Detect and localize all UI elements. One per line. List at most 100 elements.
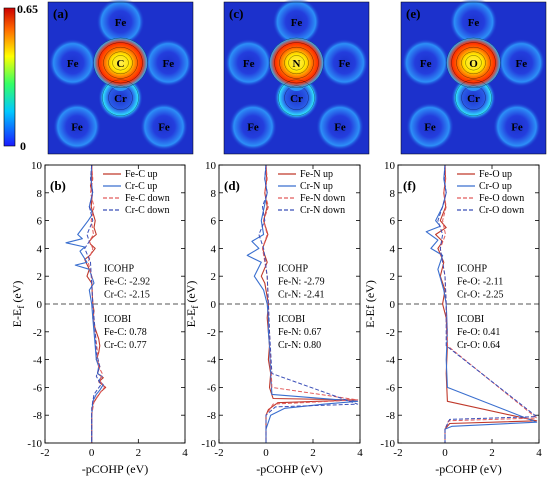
contour-ring (461, 85, 486, 110)
contour-ring (103, 46, 138, 79)
icobi-title: ICOBI (278, 314, 305, 325)
icobi-value: Fe-O: 0.41 (457, 327, 500, 338)
plot-area (398, 165, 539, 443)
atom-label-fe: Fe (158, 122, 170, 134)
contour-ring (269, 37, 324, 88)
contour-ring (108, 51, 133, 75)
y-tick-label: -8 (386, 410, 396, 422)
cr-halo (274, 75, 319, 120)
center-hotspot (93, 37, 148, 88)
x-tick-label: 2 (136, 447, 142, 459)
atom-label-fe: Fe (115, 17, 127, 29)
x-tick-label: 2 (489, 447, 495, 459)
legend-label: Fe-N up (300, 169, 333, 180)
fe-halo (140, 102, 188, 151)
legend-label: Fe-C down (125, 193, 170, 204)
legend-label: Fe-O down (479, 193, 524, 204)
y-axis-label: E-Ef (eV) (184, 281, 200, 328)
cr-halo (451, 75, 496, 120)
x-tick-label: -2 (40, 447, 49, 459)
icobi-title: ICOBI (457, 314, 484, 325)
x-tick-label: 0 (89, 447, 95, 459)
map-border (47, 1, 194, 155)
contour-ring (93, 37, 148, 88)
y-tick-label: 4 (390, 243, 396, 255)
center-hotspot (446, 37, 501, 88)
y-tick-label: 8 (390, 188, 396, 200)
atom-label-fe: Fe (468, 17, 480, 29)
y-axis-label-tail: (eV) (363, 280, 377, 305)
y-tick-label: 0 (211, 299, 217, 311)
icobi-value: Fe-C: 0.78 (104, 327, 147, 338)
panel-label: (e) (406, 6, 420, 21)
y-tick-label: -4 (386, 355, 396, 367)
y-tick-label: 10 (205, 160, 217, 172)
panel-label: (c) (229, 6, 243, 21)
y-tick-label: -8 (207, 410, 217, 422)
icohp-title: ICOHP (457, 263, 487, 274)
atom-label-center: N (293, 58, 301, 70)
y-tick-label: -4 (207, 355, 217, 367)
atom-label-fe: Fe (339, 58, 351, 70)
y-tick-label: -10 (201, 438, 216, 450)
y-tick-label: -4 (33, 355, 43, 367)
colorbar-min-label: 0 (20, 139, 26, 153)
y-axis-label-main: E-E (184, 309, 198, 328)
y-tick-label: 8 (211, 188, 217, 200)
series-line (258, 164, 359, 443)
x-tick-label: 4 (357, 447, 363, 459)
y-axis-label-main: E-Ef (363, 305, 377, 328)
contour-ring (455, 79, 492, 116)
x-axis-label: -pCOHP (eV) (82, 462, 149, 476)
fe-halo (144, 38, 193, 87)
series-line (437, 164, 538, 443)
contour-ring (102, 79, 139, 116)
legend-label: Cr-C up (125, 181, 157, 192)
y-axis-label-tail: (eV) (184, 281, 198, 306)
y-tick-label: -2 (207, 327, 216, 339)
contour-ring (461, 51, 486, 75)
y-tick-label: 10 (384, 160, 396, 172)
x-axis-label: -pCOHP (eV) (256, 462, 323, 476)
atom-label-fe: Fe (420, 58, 432, 70)
y-tick-label: 2 (37, 271, 43, 283)
icohp-value: Cr-O: -2.25 (457, 289, 503, 300)
density-map: Fe Fe Fe Fe Fe N Cr (c) (223, 0, 370, 155)
y-axis-label-sub: f (190, 306, 200, 309)
y-tick-label: -2 (386, 327, 395, 339)
y-tick-label: 0 (37, 299, 43, 311)
contour-ring (465, 55, 482, 71)
cr-halo (98, 75, 143, 120)
atom-label-fe: Fe (424, 122, 436, 134)
icobi-value: Cr-C: 0.77 (104, 340, 147, 351)
x-tick-label: 2 (310, 447, 316, 459)
atom-label-fe: Fe (516, 58, 528, 70)
y-tick-label: 2 (211, 271, 217, 283)
x-tick-label: 0 (442, 447, 448, 459)
map-border (223, 1, 370, 155)
atom-label-fe: Fe (243, 58, 255, 70)
contour-ring (451, 42, 496, 84)
y-tick-label: -10 (27, 438, 42, 450)
icobi-value: Fe-N: 0.67 (278, 327, 321, 338)
atom-label-fe: Fe (291, 17, 303, 29)
y-tick-label: 2 (390, 271, 396, 283)
colorbar: 0.65 0 (3, 2, 38, 153)
fe-halo (449, 0, 498, 46)
legend-label: Cr-N up (300, 181, 333, 192)
atom-label-cr: Cr (114, 93, 127, 105)
y-axis-label-sub: f (16, 306, 26, 309)
series-line (84, 164, 102, 443)
y-tick-label: 6 (211, 216, 217, 228)
icobi-value: Cr-O: 0.64 (457, 340, 500, 351)
icohp-value: Cr-N: -2.41 (278, 289, 324, 300)
fe-halo (48, 38, 97, 87)
icohp-title: ICOHP (278, 263, 308, 274)
contour-ring (274, 42, 319, 84)
y-tick-label: -6 (207, 382, 217, 394)
legend-label: Cr-C down (125, 205, 170, 216)
